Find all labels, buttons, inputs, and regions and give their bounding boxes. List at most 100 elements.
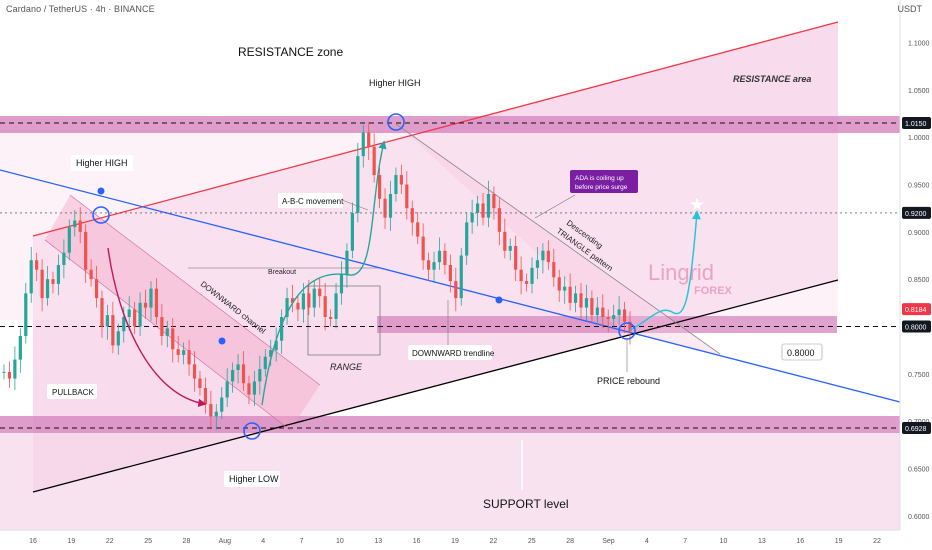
- candle-body: [503, 231, 507, 251]
- y-tick-label: 0.9000: [908, 230, 930, 237]
- candle-body: [301, 293, 305, 310]
- boxed-labels: Higher HIGH Higher HIGH A-B-C movement A…: [47, 75, 823, 487]
- range-label: RANGE: [330, 362, 363, 372]
- x-tick-label: 13: [374, 538, 382, 545]
- y-tick-label: 1.1000: [908, 41, 930, 48]
- candle-body: [470, 212, 474, 223]
- candle-body: [105, 315, 110, 327]
- x-tick-label: Aug: [219, 538, 232, 545]
- candle-body: [154, 288, 159, 318]
- candle-body: [388, 193, 393, 218]
- candle-body: [590, 298, 594, 316]
- candle-body: [182, 350, 186, 355]
- candle-body: [312, 288, 316, 308]
- arrows: [107, 140, 701, 490]
- currency-label: USDT: [897, 4, 923, 14]
- price-rebound-label: PRICE rebound: [597, 376, 660, 386]
- candle-body: [2, 371, 6, 373]
- y-tick-label: 0.8500: [908, 277, 930, 284]
- candle-body: [187, 350, 191, 365]
- resistance-trendline: [32, 21, 839, 237]
- x-tick-label: 22: [873, 538, 881, 545]
- x-tick-label: 10: [720, 538, 728, 545]
- candle-body: [89, 269, 93, 280]
- candle-body: [45, 279, 50, 299]
- price-tag: [902, 421, 931, 434]
- channel-dot: [218, 337, 226, 345]
- candle-body: [296, 302, 300, 310]
- candle-body: [100, 298, 104, 327]
- candle-body: [454, 281, 458, 299]
- resistance-zone-label: RESISTANCE zone: [238, 45, 343, 59]
- candle-body: [568, 286, 572, 303]
- candle-body: [606, 317, 610, 319]
- candle-body: [579, 293, 583, 308]
- candle-body: [437, 250, 442, 263]
- candle-body: [67, 227, 71, 253]
- range-box: [307, 285, 381, 356]
- triangle-low-dot: [495, 296, 503, 304]
- x-tick-label: 19: [451, 538, 459, 545]
- candle-body: [247, 383, 251, 395]
- x-tick-label: 19: [67, 538, 75, 545]
- candle-body: [116, 331, 120, 346]
- candle-body: [269, 350, 273, 357]
- candle-body: [290, 298, 295, 303]
- candle-body: [192, 364, 197, 379]
- candle-body: [318, 288, 322, 297]
- higher-high-left-dot: [97, 187, 105, 195]
- candle-body: [345, 250, 349, 275]
- candle-body: [165, 328, 169, 336]
- candle-body: [617, 309, 621, 316]
- x-tick-label: 25: [528, 538, 536, 545]
- candle-body: [356, 156, 360, 213]
- higher-high-left-circle: [92, 206, 110, 224]
- candle-body: [127, 309, 131, 318]
- candle-body: [497, 208, 501, 232]
- candle-body: [214, 411, 218, 417]
- candle-body: [29, 260, 33, 294]
- downward-trendline-label: DOWNWARD trendline: [412, 349, 495, 358]
- candle-body: [323, 296, 327, 318]
- candle-body: [595, 307, 599, 316]
- downward-channel-shade: [45, 195, 320, 430]
- candle-body: [334, 293, 338, 319]
- x-tick-label: 19: [835, 538, 843, 545]
- candle-body: [143, 302, 148, 308]
- candle-body: [546, 250, 550, 263]
- pullback-label: PULLBACK: [52, 388, 94, 397]
- candle-body: [285, 298, 289, 318]
- candle-body: [252, 381, 256, 395]
- higher-high-top-circle: [387, 113, 405, 131]
- x-tick-label: 16: [29, 538, 37, 545]
- candle-body: [62, 252, 66, 265]
- candle-body: [94, 279, 99, 299]
- y-tick-label: 0.7500: [908, 372, 930, 379]
- candle-body: [535, 260, 540, 268]
- support-level-label: SUPPORT level: [483, 497, 569, 511]
- watermark-line1: Lingrid: [648, 260, 714, 285]
- candle-body: [612, 315, 616, 319]
- x-tick-label: 22: [106, 538, 114, 545]
- coil-pointer: [534, 194, 576, 219]
- candle-body: [459, 255, 463, 299]
- candle-body: [524, 281, 529, 284]
- y-tick-label: 0.6500: [908, 466, 930, 473]
- breakout-label: Breakout: [268, 269, 296, 276]
- price-tag: [902, 303, 931, 316]
- level-0800-label: 0.8000: [787, 348, 815, 358]
- candle-body: [133, 309, 137, 327]
- y-tick-label: 1.0500: [908, 88, 930, 95]
- candle-body: [552, 262, 556, 278]
- rebound-circle: [618, 322, 636, 340]
- candle-body: [573, 293, 578, 303]
- candle-body: [258, 369, 262, 382]
- candle-body: [405, 184, 409, 209]
- candle-body: [481, 203, 485, 218]
- x-tick-label: 4: [645, 538, 649, 545]
- candle-body: [274, 340, 278, 351]
- y-tick-label: 0.6000: [908, 514, 930, 521]
- price-tag: [902, 320, 931, 333]
- candle-body: [339, 274, 344, 294]
